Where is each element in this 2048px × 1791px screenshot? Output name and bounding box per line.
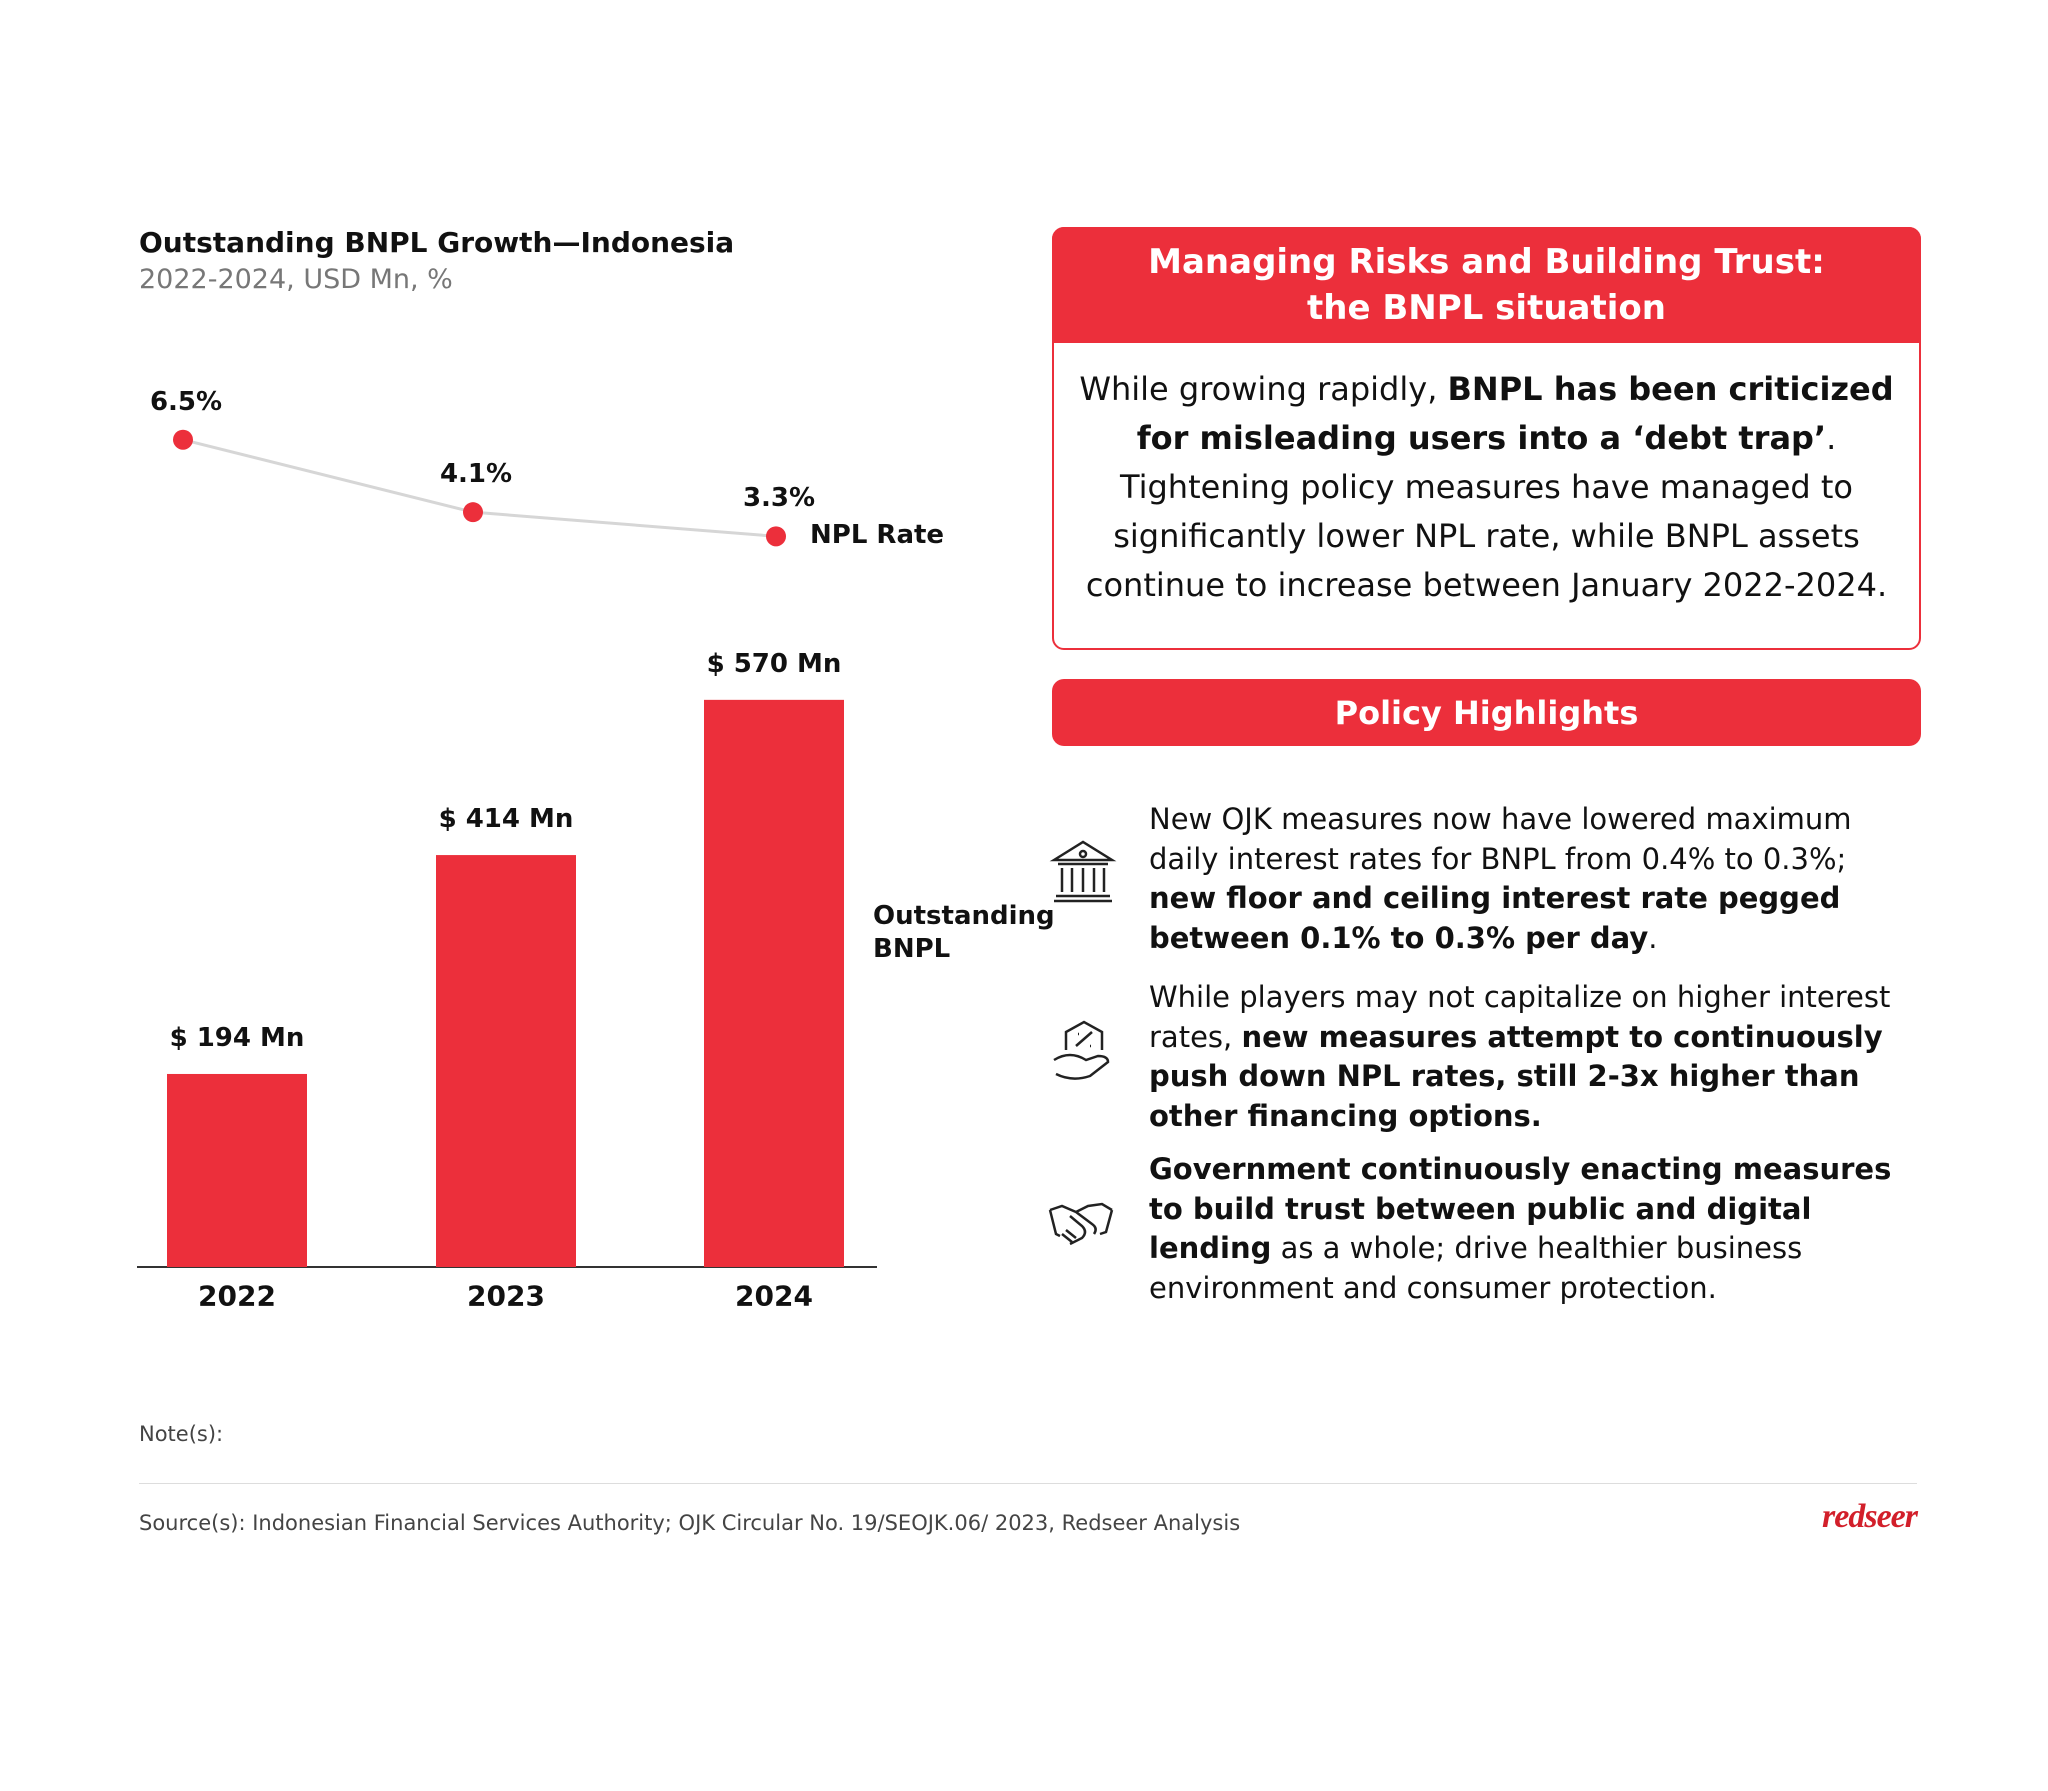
point	[463, 502, 483, 523]
panel-title: Managing Risks and Building Trust:	[1148, 242, 1825, 282]
notes: Note(s):	[139, 1422, 224, 1446]
panel-header: Managing Risks and Building Trust: the BN…	[1052, 227, 1921, 343]
value-label: 6.5%	[149, 386, 223, 417]
policy-item: Government continuously enacting measure…	[1149, 1150, 1914, 1308]
bar	[167, 1073, 307, 1267]
text-run: new floor and ceiling interest rate pegg…	[1149, 881, 1841, 955]
value-label: 3.3%	[742, 483, 816, 514]
series-label: NPL Rate	[810, 520, 945, 551]
value-label: $ 194 Mn	[169, 1022, 305, 1053]
divider	[139, 1483, 1917, 1484]
point	[173, 429, 193, 450]
chart-title: Outstanding BNPL Growth—Indonesia	[139, 226, 735, 259]
text-run: While players may not capitalize on high…	[1149, 980, 1891, 1054]
text-run: .	[1648, 920, 1658, 955]
text-run: . Tightening policy measures have manage…	[1085, 419, 1888, 604]
point	[766, 526, 786, 547]
value-label: $ 570 Mn	[706, 648, 842, 679]
value-label: $ 414 Mn	[438, 804, 574, 835]
policy-title: Policy Highlights	[1334, 693, 1639, 732]
source: Source(s): Indonesian Financial Services…	[139, 1511, 1241, 1535]
x-tick-label: 2023	[467, 1279, 545, 1313]
text-run: While growing rapidly,	[1079, 370, 1448, 408]
policy-item: While players may not capitalize on high…	[1149, 978, 1914, 1136]
series-label: Outstanding BNPL	[873, 901, 1055, 964]
text-run: BNPL has been criticized for misleading …	[1136, 370, 1894, 457]
text-run: Government continuously enacting measure…	[1149, 1152, 1892, 1265]
text-run: new measures attempt to continuously pus…	[1149, 1019, 1883, 1133]
panel-title: the BNPL situation	[1307, 288, 1666, 328]
text-run: New OJK measures now have lowered maximu…	[1149, 802, 1852, 876]
panel-body: While growing rapidly, BNPL has been cri…	[1066, 365, 1907, 610]
x-tick-label: 2022	[198, 1279, 276, 1313]
policy-header: Policy Highlights	[1052, 679, 1921, 746]
policy-item: New OJK measures now have lowered maximu…	[1149, 800, 1914, 958]
chart-subtitle: 2022-2024, USD Mn, %	[139, 264, 453, 295]
x-tick-label: 2024	[735, 1279, 813, 1313]
bar	[704, 699, 844, 1267]
value-label: 4.1%	[439, 459, 513, 490]
text-run: as a whole; drive healthier business env…	[1149, 1231, 1803, 1305]
bar	[436, 855, 576, 1267]
logo: redseer	[1822, 1498, 1918, 1535]
